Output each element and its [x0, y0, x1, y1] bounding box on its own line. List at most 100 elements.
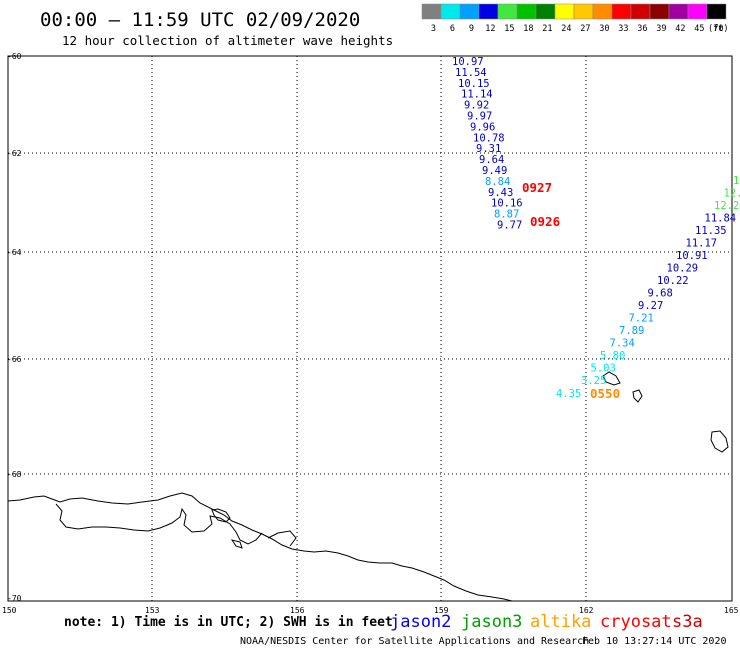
legend-swatch: [554, 3, 575, 20]
swh-label: 9.43: [488, 187, 513, 199]
swh-label: 9.92: [464, 100, 489, 112]
island-balleny-south: [710, 430, 729, 453]
graticule: [8, 56, 732, 601]
legend-swatch: [573, 3, 594, 20]
mission-legend: jason2 jason3 altika cryosat s3a: [390, 612, 703, 632]
lon-tick-156: 156: [290, 606, 305, 615]
jason2-track: 10.9711.5410.1511.149.929.979.9610.789.3…: [452, 56, 523, 232]
legend-label: 45: [694, 24, 704, 34]
map-title: 00:00 – 11:59 UTC 02/09/2020: [40, 9, 360, 31]
swh-label: 10.15: [458, 78, 490, 90]
pass-time-0927: 0927: [522, 180, 552, 195]
legend-swatch: [516, 3, 537, 20]
legend-swatch: [649, 3, 670, 20]
coastline-bay-west: [55, 503, 263, 545]
mission-cryosat: cryosat: [600, 612, 672, 632]
legend-label: 39: [656, 24, 666, 34]
swh-label: 9.27: [638, 300, 663, 312]
swh-label: 9.97: [467, 111, 492, 123]
pass-time-0926: 0926: [530, 214, 560, 229]
swh-label: 12.: [724, 188, 740, 200]
coastline-inlet: [211, 508, 231, 523]
legend-swatch: [497, 3, 518, 20]
swh-label: 10.16: [491, 198, 523, 210]
legend-label: 6: [450, 24, 455, 34]
lat-tick-70: -70: [7, 594, 22, 603]
swh-label: 10.97: [452, 56, 484, 68]
pass-time-0550: 0550: [590, 386, 620, 401]
swh-label: 5.03: [591, 363, 616, 375]
lon-tick-162: 162: [579, 606, 594, 615]
legend-swatch: [478, 3, 499, 20]
mission-altika: altika: [530, 612, 591, 632]
swh-label: 9.77: [497, 220, 522, 232]
legend-swatch: [706, 3, 727, 20]
lat-tick-62: -62: [7, 149, 22, 158]
lon-tick-153: 153: [145, 606, 160, 615]
swh-label: 11.84: [705, 213, 737, 225]
lon-tick-150: 150: [2, 606, 17, 615]
swh-label: 7.89: [619, 325, 644, 337]
lat-tick-60: -60: [7, 52, 22, 61]
legend-label: 24: [561, 24, 571, 34]
swh-label: 9.49: [482, 165, 507, 177]
swh-label: 9.64: [479, 154, 504, 166]
swh-label: 10.22: [657, 275, 689, 287]
legend-label: 70: [713, 24, 723, 34]
swh-label: 7.21: [629, 313, 654, 325]
lon-tick-159: 159: [434, 606, 449, 615]
swh-label: 12.20: [714, 200, 740, 212]
legend-label: 33: [618, 24, 628, 34]
swh-label: 11.54: [455, 67, 487, 79]
coastline-point: [230, 539, 243, 549]
legend-label: 9: [469, 24, 474, 34]
legend-swatch: [668, 3, 689, 20]
legend-swatch: [440, 3, 461, 20]
legend-label: 21: [542, 24, 552, 34]
wave-height-legend: 3 6 9 12 15 18 21 24 27 30 33 36 39 42 45 70: [421, 3, 727, 34]
footer-generated: Feb 10 13:27:14 UTC 2020: [582, 636, 727, 647]
legend-label: 42: [675, 24, 685, 34]
lat-tick-66: -66: [7, 355, 22, 364]
swh-label: 9.31: [476, 143, 501, 155]
legend-swatch: [459, 3, 480, 20]
swh-label: 11.14: [461, 89, 493, 101]
swh-label: 4.35: [556, 388, 581, 400]
lat-tick-68: -68: [7, 470, 22, 479]
legend-label: 30: [599, 24, 609, 34]
swh-label: 1: [733, 175, 739, 187]
legend-label: 15: [504, 24, 514, 34]
legend-swatch: [630, 3, 651, 20]
swh-label: 10.29: [667, 263, 699, 275]
swh-label: 9.68: [648, 288, 673, 300]
legend-label: 18: [523, 24, 533, 34]
island-balleny-mid: [632, 389, 643, 403]
swh-label: 9.96: [470, 121, 495, 133]
mission-s3a: s3a: [672, 612, 703, 632]
swh-label: 8.84: [485, 176, 510, 188]
swh-label: 5.80: [600, 350, 625, 362]
coastline-bay-east: [267, 530, 297, 547]
footer-credit: NOAA/NESDIS Center for Satellite Applica…: [240, 636, 589, 647]
legend-label: 36: [637, 24, 647, 34]
legend-swatch: [535, 3, 556, 20]
swh-label: 10.78: [473, 132, 505, 144]
antarctic-coastline: [7, 492, 513, 602]
legend-swatch: [421, 3, 442, 20]
lon-tick-165: 165: [724, 606, 739, 615]
legend-label: 27: [580, 24, 590, 34]
map-frame: [7, 55, 733, 602]
legend-swatch: [687, 3, 708, 20]
legend-label: 12: [485, 24, 495, 34]
swh-label: 10.91: [676, 250, 708, 262]
swh-label: 7.34: [610, 338, 635, 350]
mission-jason2: jason2: [390, 612, 451, 632]
legend-swatch: [592, 3, 613, 20]
island-balleny-north: [602, 371, 621, 386]
legend-unit: (ft): [708, 24, 728, 34]
lat-tick-64: -64: [7, 248, 22, 257]
legend-label: 3: [431, 24, 436, 34]
footer-note: note: 1) Time is in UTC; 2) SWH is in fe…: [64, 615, 393, 630]
east-track: 112.12.2011.8411.3511.1710.9110.2910.229…: [556, 175, 740, 400]
